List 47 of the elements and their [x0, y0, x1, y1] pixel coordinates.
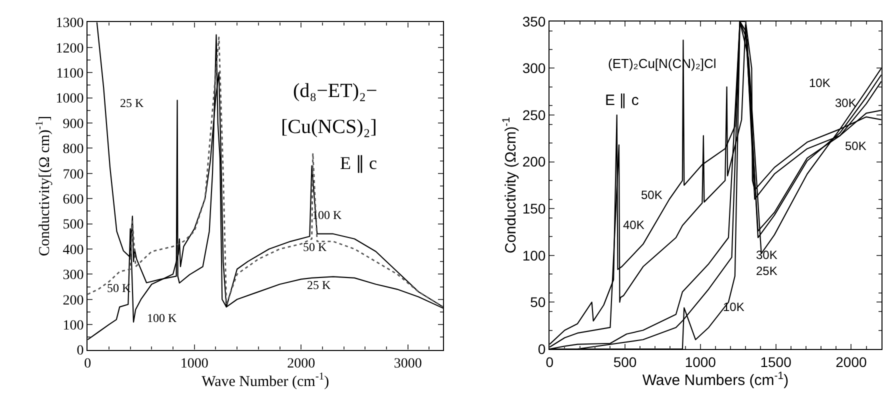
y-tick-label: 1000	[56, 92, 84, 107]
annotation: 40K	[623, 218, 644, 232]
y-tick-label: 300	[522, 60, 546, 76]
annotation: 30K	[835, 96, 856, 110]
y-tick-label: 0	[76, 344, 84, 359]
y-tick-label: 900	[62, 116, 84, 132]
y-tick-label: 400	[62, 242, 84, 258]
x-tick-label: 2000	[836, 354, 867, 370]
annotation: 30K	[756, 248, 778, 262]
y-tick-label: 100	[62, 318, 84, 334]
y-tick-label: 800	[62, 142, 84, 158]
annotation: 25 K	[307, 278, 331, 292]
y-tick-label: 600	[62, 192, 84, 208]
x-tick-label: 1000	[180, 356, 208, 372]
y-tick-label: 50	[530, 294, 546, 310]
annotation: E ∥ c	[605, 92, 640, 109]
annotation: 10K	[723, 300, 744, 314]
y-tick-label: 200	[62, 293, 84, 308]
annotation: 10K	[809, 76, 830, 90]
x-tick-label: 1500	[760, 354, 792, 370]
y-tick-label: 300	[62, 268, 84, 284]
annotation: 100 K	[147, 311, 177, 325]
x-axis-title: Wave Numbers (cm$^{-1}$)	[642, 370, 789, 390]
y-tick-label: 200	[522, 154, 546, 170]
annotation: 50K	[641, 188, 662, 202]
y-tick-label: 1100	[56, 66, 84, 82]
y-tick-label: 100	[522, 247, 546, 264]
x-tick-label: 2000	[287, 356, 316, 372]
y-tick-label: 0	[538, 340, 546, 357]
x-axis-title: Wave Number (cm$^{-1}$)	[202, 372, 330, 390]
y-tick-label: 150	[522, 200, 546, 217]
annotation: [Cu(NCS)₂]	[281, 116, 377, 138]
annotation: 50 K	[303, 240, 327, 254]
x-tick-label: 3000	[394, 356, 422, 372]
y-tick-label: 700	[62, 167, 84, 182]
y-tick-label: 350	[522, 13, 546, 30]
y-tick-label: 500	[62, 218, 84, 233]
annotation: 25 K	[120, 96, 144, 110]
x-tick-label: 500	[613, 354, 637, 370]
annotation: E ∥ c	[340, 153, 377, 173]
annotation: 25K	[756, 264, 778, 278]
y-tick-label: 1300	[56, 16, 84, 32]
annotation: (d₈−ET)₂−	[293, 80, 378, 102]
annotation: 50K	[845, 139, 866, 153]
y-tick-label: 1200	[56, 41, 84, 56]
x-tick-label: 1000	[684, 354, 716, 370]
y-tick-label: 250	[522, 106, 546, 123]
